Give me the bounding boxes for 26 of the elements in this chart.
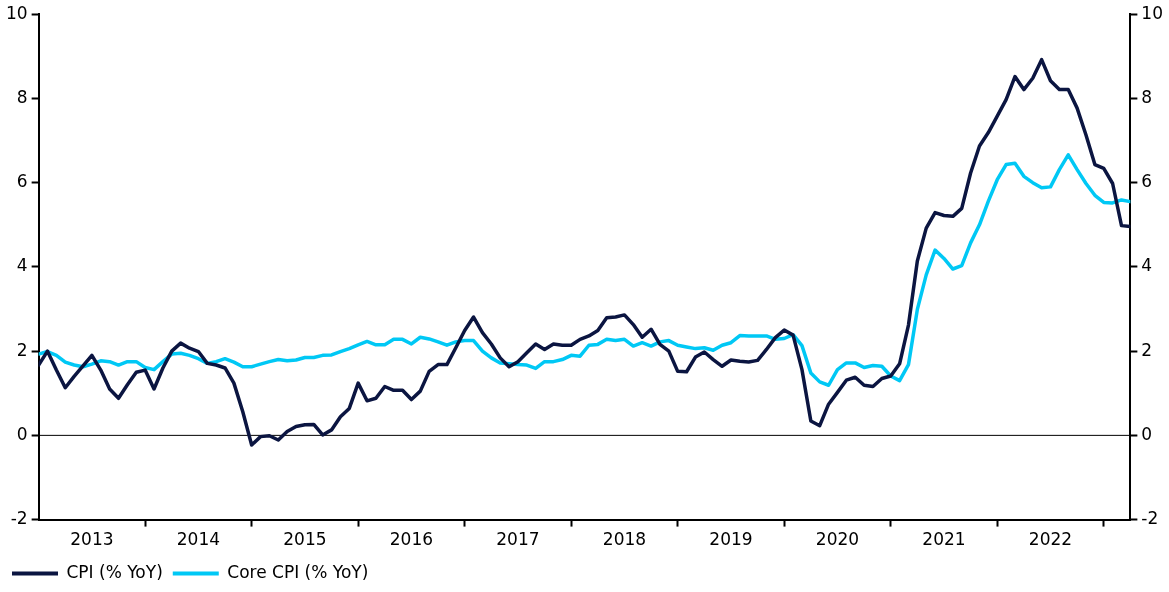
y2-tick-label: 2 [1141, 339, 1153, 360]
y2-tick-label: 6 [1141, 171, 1153, 192]
y-tick-label: 6 [16, 171, 28, 192]
y2-tick-label: 8 [1141, 86, 1153, 107]
x-tick-label: 2013 [70, 529, 114, 550]
y2-tick-label: 4 [1141, 255, 1153, 276]
x-tick-label: 2015 [283, 529, 327, 550]
y-tick-label: 4 [16, 255, 28, 276]
x-tick-label: 2019 [709, 529, 753, 550]
x-tick-label: 2014 [176, 529, 221, 550]
x-tick-label: 2017 [496, 529, 540, 550]
x-tick-label: 2018 [602, 529, 647, 550]
y2-tick-label: -2 [1141, 508, 1159, 529]
x-tick-label: 2020 [815, 529, 860, 550]
x-tick-label: 2022 [1028, 529, 1073, 550]
y-tick-label: 0 [16, 423, 28, 444]
legend-label: CPI (% YoY) [66, 561, 163, 582]
y-tick-label: -2 [10, 508, 28, 529]
y-tick-label: 8 [16, 86, 28, 107]
x-tick-label: 2021 [922, 529, 966, 550]
legend-label: Core CPI (% YoY) [227, 561, 369, 582]
y-tick-label: 2 [16, 339, 28, 360]
y-tick-label: 10 [5, 2, 28, 23]
x-tick-label: 2016 [389, 529, 434, 550]
y2-tick-label: 0 [1141, 423, 1153, 444]
y2-tick-label: 10 [1141, 2, 1164, 23]
